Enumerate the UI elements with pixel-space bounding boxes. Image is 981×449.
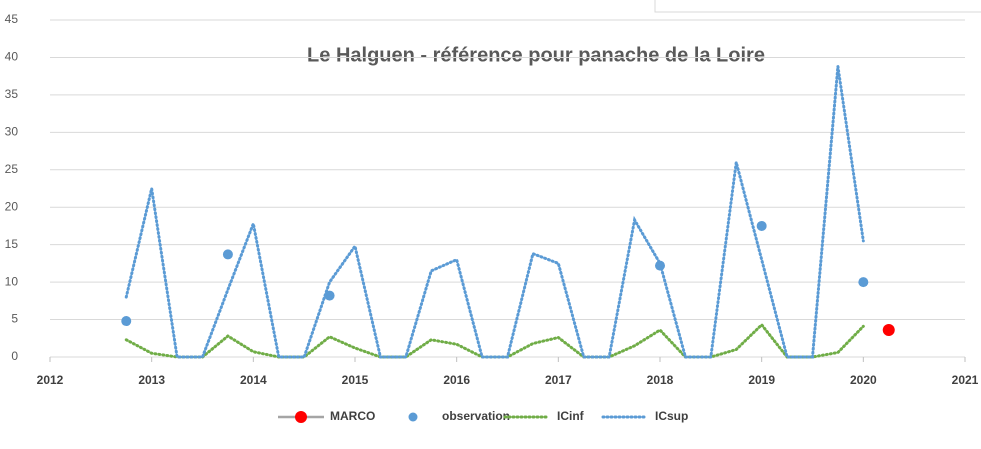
x-tick-label: 2013 xyxy=(138,373,165,387)
y-tick-label: 5 xyxy=(11,312,18,326)
y-tick-label: 20 xyxy=(5,199,19,213)
series-point xyxy=(121,316,132,327)
legend-label: ICinf xyxy=(557,409,585,423)
series-point xyxy=(882,324,895,337)
legend-label: observation xyxy=(442,409,510,423)
x-tick-label: 2016 xyxy=(443,373,470,387)
y-tick-label: 0 xyxy=(11,349,18,363)
y-tick-label: 15 xyxy=(5,237,19,251)
y-tick-label: 10 xyxy=(5,274,19,288)
legend-label: MARCO xyxy=(330,409,375,423)
series-line xyxy=(124,322,865,359)
legend-swatch xyxy=(295,411,307,423)
x-tick-label: 2015 xyxy=(342,373,369,387)
legend-swatch xyxy=(408,412,418,422)
series-point xyxy=(222,249,233,260)
x-tick-label: 2017 xyxy=(545,373,572,387)
x-tick-label: 2019 xyxy=(748,373,775,387)
y-tick-label: 25 xyxy=(5,162,19,176)
y-tick-label: 45 xyxy=(5,12,19,26)
x-tick-label: 2018 xyxy=(647,373,674,387)
series-point xyxy=(858,277,869,288)
x-tick-label: 2021 xyxy=(952,373,979,387)
y-tick-label: 30 xyxy=(5,125,19,139)
series-point xyxy=(324,290,335,301)
chart-title: Le Halguen - référence pour panache de l… xyxy=(307,44,765,66)
panel-edge xyxy=(654,0,981,13)
series-point xyxy=(756,220,767,231)
x-tick-label: 2014 xyxy=(240,373,267,387)
y-tick-label: 35 xyxy=(5,87,19,101)
legend-label: ICsup xyxy=(655,409,688,423)
series-line xyxy=(124,66,865,359)
x-tick-label: 2012 xyxy=(37,373,64,387)
x-tick-label: 2020 xyxy=(850,373,877,387)
y-tick-label: 40 xyxy=(5,50,19,64)
